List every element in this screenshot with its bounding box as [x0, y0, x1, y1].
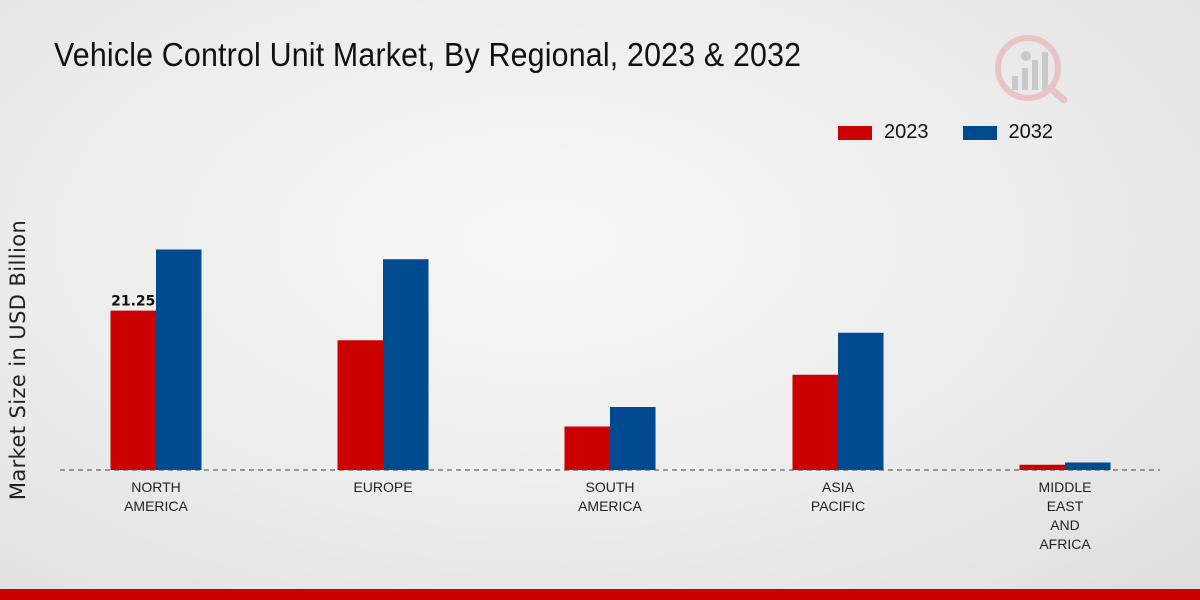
legend: 2023 2032 [838, 121, 1087, 144]
legend-item-2023: 2023 [838, 121, 929, 144]
bar-south-america-2023 [564, 426, 610, 470]
bar-south-america-2032 [610, 407, 656, 470]
bar-north-america-2032 [156, 249, 202, 470]
bar-north-america-2023 [110, 310, 156, 470]
chart-title: Vehicle Control Unit Market, By Regional… [54, 36, 802, 73]
bar-middle-east-and-africa-2032 [1065, 462, 1111, 470]
legend-swatch-2023 [838, 125, 872, 140]
x-tick-label-asia-pacific: ASIA PACIFIC [811, 479, 865, 514]
bar-middle-east-and-africa-2023 [1019, 464, 1065, 470]
bar-asia-pacific-2023 [792, 374, 838, 470]
bar-asia-pacific-2032 [838, 332, 884, 470]
bar-europe-2023 [337, 340, 383, 470]
brand-logo-icon [995, 35, 1068, 104]
legend-label-2032: 2032 [1008, 121, 1054, 143]
x-tick-label-north-america: NORTH AMERICA [124, 479, 188, 514]
data-label-north-america-2023: 21.25 [111, 294, 155, 310]
legend-label-2023: 2023 [884, 121, 929, 143]
x-tick-label-europe: EUROPE [353, 479, 412, 495]
footer-accent-bar [0, 589, 1200, 600]
x-tick-label-middle-east-and-africa: MIDDLE EAST AND AFRICA [1039, 479, 1092, 552]
legend-item-2032: 2032 [962, 121, 1054, 144]
legend-swatch-2032 [962, 125, 997, 140]
x-tick-label-south-america: SOUTH AMERICA [578, 479, 642, 514]
bar-europe-2032 [383, 259, 429, 470]
